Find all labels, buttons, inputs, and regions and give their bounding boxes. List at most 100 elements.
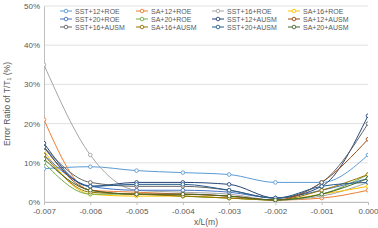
x-tick-label: -0.004 <box>172 207 195 216</box>
marker <box>44 153 46 157</box>
legend: SST+12+ROE SA+12+ROE SST+16+ROE SA+16+ROE SS… <box>60 8 349 31</box>
series-markers <box>44 157 368 202</box>
x-tick-label: -0.003 <box>218 207 241 216</box>
series-markers <box>44 153 368 202</box>
x-tick-mark <box>322 202 323 205</box>
x-tick: -0.001 <box>311 202 334 216</box>
x-tick: 0.000 <box>358 202 378 216</box>
y-axis-line <box>44 7 45 203</box>
marker <box>88 181 92 185</box>
marker <box>181 192 185 196</box>
x-tick-mark <box>275 202 276 205</box>
series-markers <box>44 153 368 200</box>
series-line <box>44 116 368 198</box>
marker <box>227 188 231 192</box>
marker <box>227 183 231 187</box>
legend-label: SST+16+ROE <box>227 8 272 15</box>
y-tick: 10% <box>24 159 44 168</box>
x-tick-mark <box>137 202 138 205</box>
y-tick: 30% <box>24 80 44 89</box>
y-tick-label: 0% <box>28 198 40 207</box>
x-axis-title: x/L(m) <box>194 217 218 227</box>
marker <box>274 198 278 202</box>
marker <box>44 161 46 165</box>
marker <box>274 198 278 202</box>
legend-item: SST+16+AUSM <box>60 24 125 31</box>
marker <box>320 188 324 192</box>
series-markers <box>44 145 368 200</box>
y-tick: 0% <box>28 198 44 207</box>
legend-item: SA+12+AUSM <box>288 16 349 23</box>
marker <box>366 185 368 189</box>
legend-item: SST+20+AUSM <box>212 24 277 31</box>
legend-label: SST+20+AUSM <box>227 24 277 31</box>
marker <box>44 145 46 149</box>
legend-marker <box>140 9 144 13</box>
legend-item: SST+12+ROE <box>60 8 120 15</box>
legend-marker <box>216 17 220 21</box>
legend-marker <box>140 25 144 29</box>
x-axis-line <box>45 203 369 206</box>
legend-item: SST+12+AUSM <box>212 16 277 23</box>
marker <box>227 194 231 198</box>
marker <box>320 181 324 185</box>
marker <box>274 198 278 202</box>
marker <box>44 153 46 157</box>
legend-marker <box>140 17 144 21</box>
legend-item: SA+20+ROE <box>136 16 192 23</box>
marker <box>366 173 368 177</box>
series-line <box>44 155 368 200</box>
legend-marker <box>292 25 296 29</box>
marker <box>181 192 185 196</box>
legend-item: SST+16+ROE <box>212 8 272 15</box>
marker <box>274 198 278 202</box>
y-tick: 50% <box>24 2 44 11</box>
series-line <box>44 124 368 198</box>
grid-line <box>44 6 368 7</box>
marker <box>135 169 139 173</box>
marker <box>135 192 139 196</box>
series-markers <box>44 114 368 200</box>
legend-label: SST+12+AUSM <box>227 16 277 23</box>
y-tick-label: 50% <box>24 2 40 11</box>
series-line <box>44 151 368 200</box>
x-tick-label: -0.007 <box>33 207 56 216</box>
x-tick-label: -0.002 <box>265 207 288 216</box>
x-tick: -0.002 <box>265 202 288 216</box>
legend-marker <box>64 25 68 29</box>
x-tick: -0.003 <box>218 202 241 216</box>
marker <box>274 198 278 202</box>
marker <box>366 173 368 177</box>
legend-marker <box>64 17 68 21</box>
legend-label: SA+12+AUSM <box>303 16 349 23</box>
marker <box>366 181 368 185</box>
series-markers <box>44 149 368 202</box>
marker <box>181 188 185 192</box>
x-tick-label: -0.001 <box>311 207 334 216</box>
marker <box>366 153 368 157</box>
marker <box>366 188 368 192</box>
legend-label: SA+16+ROE <box>303 8 344 15</box>
grid-line <box>44 84 368 85</box>
marker <box>320 188 324 192</box>
marker <box>135 188 139 192</box>
marker <box>320 185 324 189</box>
x-tick-label: 0.000 <box>358 207 378 216</box>
marker <box>366 181 368 185</box>
y-axis: 0%10%20%30%40%50% <box>24 2 45 207</box>
series-line <box>44 155 368 198</box>
chart: -0.007-0.006-0.005-0.004-0.003-0.002-0.0… <box>0 0 378 228</box>
marker <box>135 183 139 187</box>
legend-label: SA+20+ROE <box>151 16 192 23</box>
marker <box>44 145 46 149</box>
marker <box>135 188 139 192</box>
legend-label: SA+20+AUSM <box>303 24 349 31</box>
marker <box>366 137 368 141</box>
legend-item: SA+12+ROE <box>136 8 192 15</box>
plot-area <box>44 63 368 202</box>
marker <box>320 192 324 196</box>
marker <box>227 173 231 177</box>
marker <box>88 185 92 189</box>
y-tick-label: 10% <box>24 159 40 168</box>
marker <box>44 145 46 149</box>
